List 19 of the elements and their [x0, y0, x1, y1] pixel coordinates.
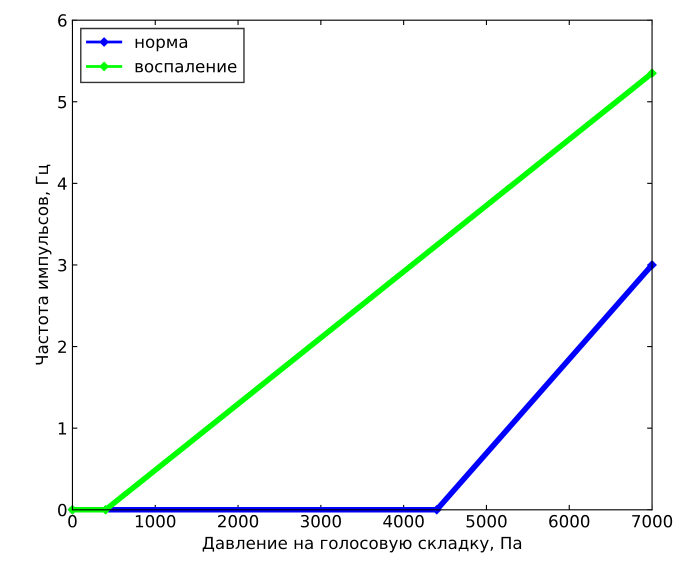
- x-tick-label: 3000: [300, 514, 341, 528]
- y-tick-label: 6: [58, 14, 67, 27]
- y-tick-label: 0: [58, 504, 66, 516]
- y-tick-label: 4: [58, 178, 67, 190]
- y-tick-label: 5: [58, 96, 66, 108]
- x-tick-label: 6000: [549, 514, 590, 528]
- x-tick-label: 0: [68, 514, 77, 528]
- y-tick-label: 1: [58, 422, 66, 434]
- y-axis-title: Частота импульсов, Гц: [36, 164, 52, 364]
- x-tick-label: 4000: [383, 514, 424, 528]
- x-tick-label: 5000: [466, 514, 507, 528]
- y-tick-label: 2: [58, 340, 66, 353]
- y-tick-label: 3: [58, 258, 66, 272]
- x-axis-title: Давление на голосовую складку, Па: [202, 536, 522, 552]
- x-tick-label: 1000: [136, 514, 176, 528]
- x-tick-label: 2000: [218, 514, 258, 528]
- legend-label: воспаление: [136, 62, 236, 73]
- x-tick-label: 7000: [632, 514, 672, 528]
- legend-label: норма: [136, 38, 188, 52]
